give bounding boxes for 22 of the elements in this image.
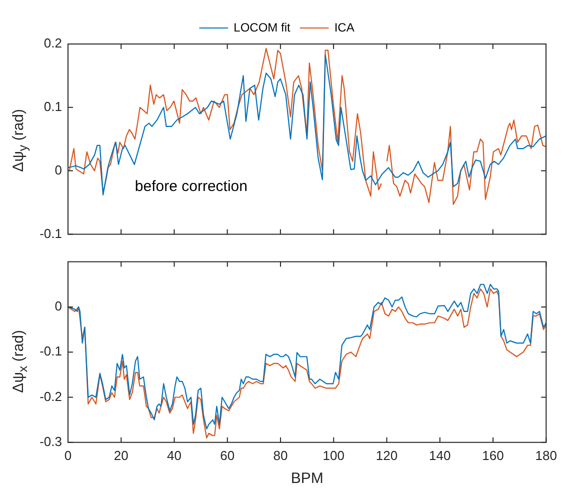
x-tick-label: 40 [167, 448, 182, 463]
y-tick-label: 0.1 [44, 98, 62, 114]
x-tick-label: 60 [220, 448, 235, 463]
x-tick-label: 140 [429, 448, 451, 463]
y-tick-label: -0.1 [40, 226, 62, 241]
y-tick-label: -0.2 [40, 388, 62, 404]
y-tick-label: 0 [54, 298, 62, 314]
y-tick-label: -0.1 [40, 344, 62, 359]
legend-label: LOCOM fit [234, 20, 291, 34]
x-tick-label: 120 [376, 448, 398, 463]
x-tick-label: 80 [273, 448, 288, 463]
x-tick-label: 100 [322, 448, 344, 463]
x-axis-title: BPM [290, 470, 324, 488]
x-tick-label: 180 [535, 448, 558, 463]
annotation: before correction [134, 178, 248, 195]
x-tick-label: 160 [482, 448, 504, 463]
y-tick-label: 0.2 [44, 36, 62, 51]
legend-label: ICA [334, 20, 354, 34]
x-tick-label: 20 [114, 448, 128, 463]
x-tick-label: 0 [64, 448, 72, 463]
y-tick-label: -0.3 [40, 434, 62, 449]
y-tick-label: 0 [54, 162, 62, 178]
